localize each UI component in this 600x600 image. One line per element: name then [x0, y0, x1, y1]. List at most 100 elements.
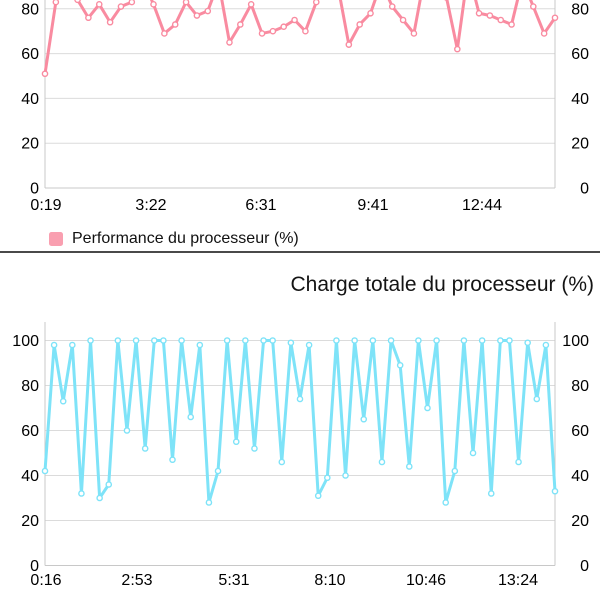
x-tick-label: 3:22: [135, 197, 166, 214]
cpu-load-line: [43, 339, 557, 504]
y-tick-label-left: 60: [21, 46, 39, 63]
y-tick-label-left: 80: [21, 1, 39, 18]
data-point-marker: [87, 337, 94, 344]
data-point-marker: [497, 16, 505, 24]
x-tick-label: 12:44: [462, 197, 502, 214]
data-point-marker: [132, 337, 140, 344]
data-point-marker: [530, 3, 537, 10]
data-point-marker: [205, 499, 213, 506]
data-point-marker: [324, 474, 331, 482]
data-point-marker: [214, 467, 222, 475]
data-point-marker: [451, 467, 459, 475]
data-point-marker: [399, 16, 407, 24]
data-point-marker: [460, 337, 468, 344]
data-point-marker: [52, 0, 60, 6]
data-point-marker: [351, 337, 358, 344]
data-point-marker: [533, 395, 541, 403]
y-tick-label-right: 100: [562, 333, 589, 350]
data-point-marker: [291, 16, 298, 24]
y-tick-label-right: 80: [571, 1, 589, 18]
x-tick-label: 2:53: [121, 572, 152, 589]
x-tick-label: 5:31: [218, 572, 249, 589]
x-tick-label: 6:31: [245, 197, 276, 214]
data-point-marker: [314, 492, 322, 500]
x-tick-label: 8:10: [314, 572, 345, 589]
data-point-marker: [442, 499, 450, 506]
data-point-marker: [204, 7, 212, 15]
y-tick-label-right: 80: [571, 378, 589, 395]
data-point-marker: [356, 21, 363, 28]
y-tick-label-left: 40: [21, 468, 39, 485]
data-point-marker: [551, 14, 559, 22]
data-point-marker: [251, 445, 258, 452]
data-point-marker: [85, 14, 92, 22]
panel-divider: [0, 251, 600, 253]
data-point-marker: [478, 337, 486, 344]
data-point-marker: [333, 337, 340, 344]
data-point-marker: [396, 361, 404, 369]
data-point-marker: [247, 1, 255, 8]
data-point-marker: [128, 0, 136, 6]
data-point-marker: [171, 21, 179, 28]
data-point-marker: [497, 337, 504, 344]
data-point-marker: [95, 1, 103, 8]
legend-label: Performance du processeur (%): [72, 230, 299, 247]
data-point-marker: [169, 456, 176, 464]
y-tick-label-left: 0: [30, 558, 39, 575]
data-point-marker: [223, 337, 231, 344]
data-point-marker: [342, 472, 349, 479]
data-point-marker: [475, 9, 483, 17]
data-point-marker: [141, 445, 149, 452]
data-point-marker: [369, 337, 377, 344]
x-tick-label: 0:19: [30, 197, 61, 214]
data-point-marker: [506, 337, 513, 344]
data-point-marker: [405, 463, 413, 470]
data-point-marker: [540, 30, 548, 37]
data-point-marker: [387, 337, 395, 344]
y-tick-label-right: 40: [571, 91, 589, 108]
data-point-marker: [367, 9, 374, 17]
data-point-marker: [150, 1, 157, 8]
data-point-marker: [487, 490, 495, 497]
cpu-load-chart-title: Charge totale du processeur (%): [290, 273, 595, 296]
data-point-marker: [260, 337, 267, 344]
data-point-marker: [424, 404, 431, 412]
x-tick-label: 0:16: [30, 572, 61, 589]
data-point-marker: [150, 337, 158, 344]
data-point-marker: [50, 341, 58, 349]
y-tick-label-left: 100: [12, 333, 39, 350]
data-point-marker: [193, 12, 201, 19]
y-tick-label-left: 80: [21, 378, 39, 395]
data-point-marker: [96, 494, 103, 502]
data-point-marker: [106, 18, 114, 26]
cpu-performance-legend: Performance du processeur (%): [49, 230, 299, 248]
y-tick-label-left: 20: [21, 513, 39, 530]
data-point-marker: [312, 0, 320, 6]
data-point-marker: [182, 0, 190, 6]
data-point-marker: [41, 467, 49, 475]
x-tick-label: 13:24: [498, 572, 538, 589]
data-point-marker: [123, 427, 131, 434]
x-tick-label: 10:46: [406, 572, 446, 589]
data-point-marker: [78, 490, 85, 497]
data-point-marker: [360, 415, 368, 423]
data-point-marker: [469, 449, 477, 457]
data-point-marker: [454, 45, 461, 53]
data-point-marker: [160, 337, 167, 344]
data-point-marker: [187, 413, 195, 421]
data-point-marker: [242, 337, 249, 344]
y-tick-label-left: 60: [21, 423, 39, 440]
y-tick-label-right: 0: [580, 181, 589, 198]
data-point-marker: [178, 337, 185, 344]
data-point-marker: [196, 341, 204, 349]
data-point-marker: [486, 12, 494, 19]
data-point-marker: [508, 21, 515, 28]
y-tick-label-right: 40: [571, 468, 589, 485]
y-tick-label-right: 0: [580, 558, 589, 575]
data-point-marker: [59, 397, 67, 405]
data-point-marker: [433, 337, 440, 344]
data-point-marker: [542, 341, 550, 349]
